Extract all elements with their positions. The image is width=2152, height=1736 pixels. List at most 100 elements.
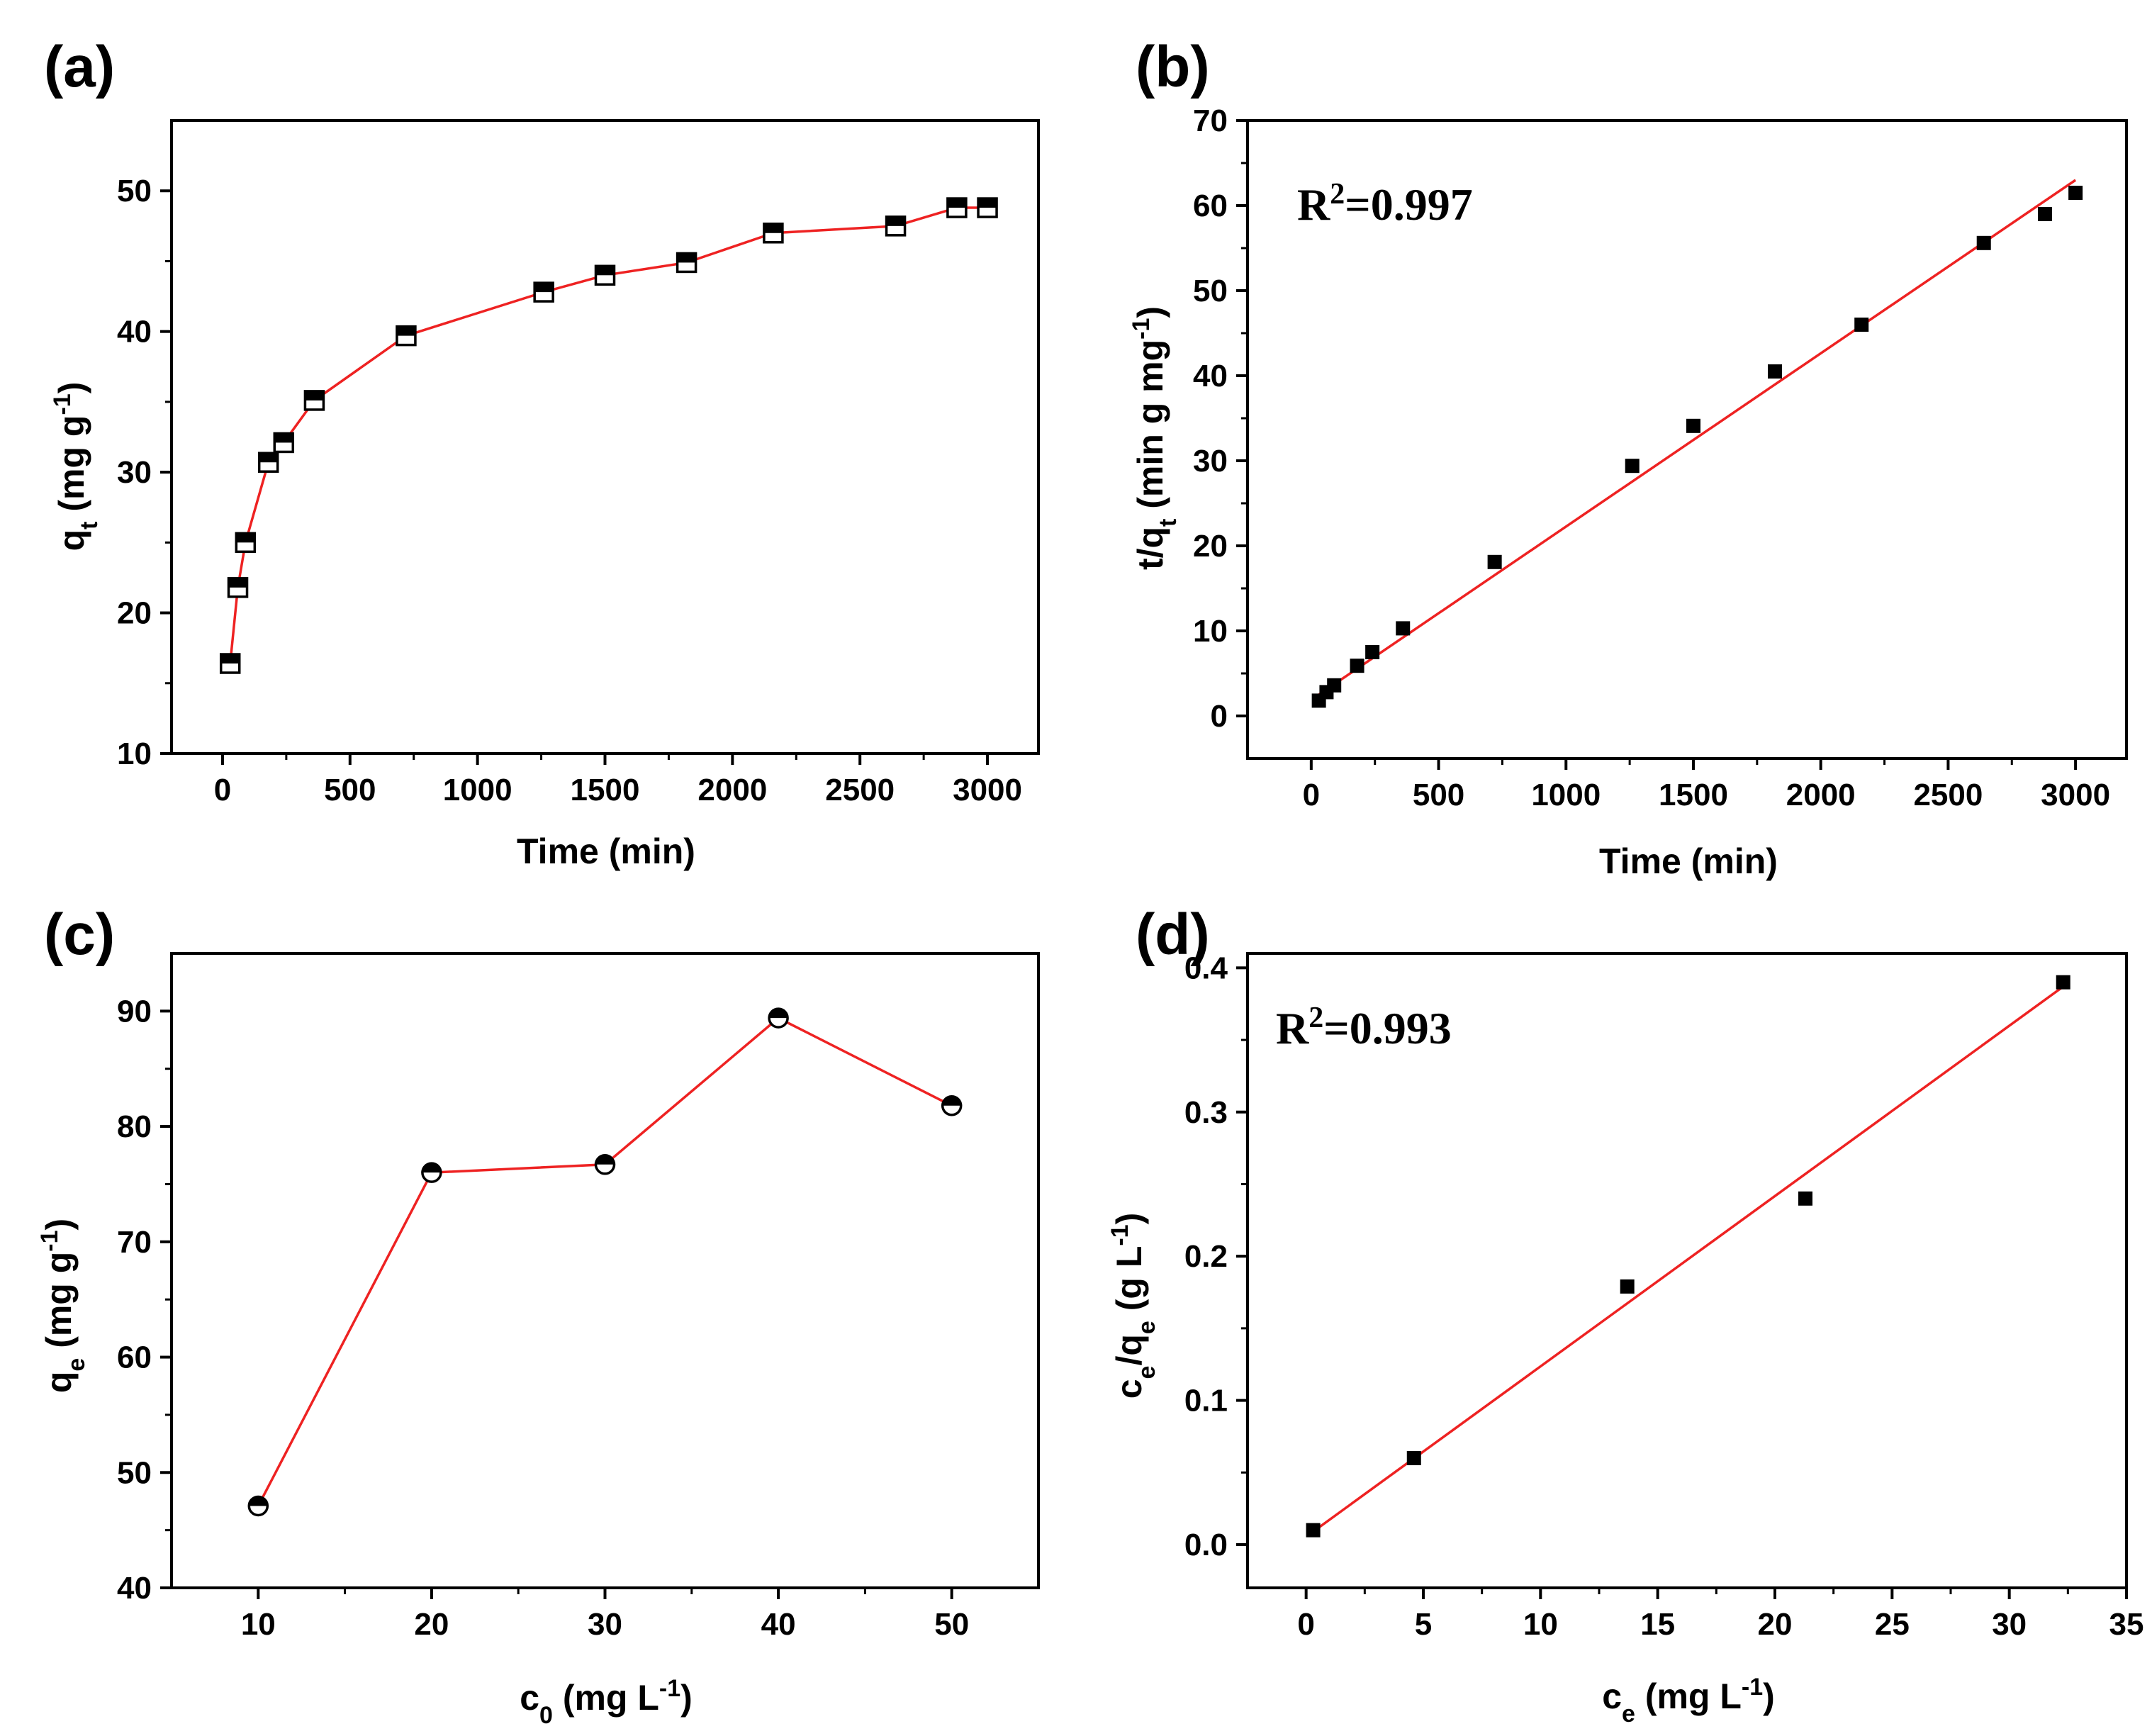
panel-d: (d) R2=0.993 ce (mg L-1) ce/qe (g L-1) 0…	[1106, 902, 2143, 1727]
data-point	[946, 197, 968, 218]
data-point	[594, 264, 616, 286]
y-tick-label: 40	[1193, 359, 1228, 393]
y-tick-label: 60	[117, 1340, 152, 1375]
data-point	[227, 577, 249, 598]
x-tick-label: 25	[1875, 1607, 1910, 1642]
data-point	[977, 197, 998, 218]
x-tick-label: 500	[324, 773, 376, 807]
data-point	[1625, 459, 1640, 474]
x-tick-label: 5	[1415, 1607, 1432, 1642]
y-tick-label: 40	[117, 315, 152, 349]
data-point	[768, 1007, 789, 1029]
panel-d-xlabel: ce (mg L-1)	[1602, 1674, 1775, 1727]
data-point-fill	[220, 654, 240, 663]
x-tick-label: 500	[1413, 778, 1464, 812]
y-tick-label: 70	[117, 1225, 152, 1260]
panel-b-ylabel: t/qt (min g mg-1)	[1128, 306, 1182, 570]
data-point	[1487, 554, 1502, 569]
x-tick-label: 15	[1640, 1607, 1675, 1642]
x-tick-label: 10	[1523, 1607, 1558, 1642]
series-line	[257, 1017, 953, 1507]
panel-a: (a) Time (min) qt (mg g-1) 0 500 1000 1500 2…	[44, 35, 1040, 871]
data-point	[1620, 1279, 1635, 1294]
panel-c-plot: 10 20 30 40 50 40 50 60 70 80 90	[117, 952, 1040, 1642]
x-tick-label: 10	[241, 1607, 276, 1642]
data-point	[1686, 418, 1700, 433]
data-point-fill	[422, 1163, 441, 1173]
data-point	[257, 452, 279, 473]
x-tick-label: 40	[761, 1607, 796, 1642]
panel-c-frame	[170, 952, 1040, 1589]
y-tick-label: 10	[117, 737, 152, 771]
x-tick-label: 0	[1297, 1607, 1314, 1642]
data-point-fill	[947, 198, 966, 208]
data-point	[421, 1162, 442, 1183]
x-tick-label: 2000	[1786, 778, 1856, 812]
panel-c-xlabel: c0 (mg L-1)	[520, 1675, 693, 1729]
data-point-fill	[236, 533, 255, 543]
x-tick-label: 30	[588, 1607, 622, 1642]
data-point	[219, 653, 241, 674]
panel-b-label: (b)	[1136, 35, 1210, 99]
panel-c: (c) c0 (mg L-1) qe (mg g-1) 10 20 30 40 50 40…	[36, 902, 1040, 1729]
data-point	[1768, 364, 1782, 379]
x-tick-label: 2500	[825, 773, 895, 807]
data-point	[1306, 1523, 1321, 1538]
panel-b-xlabel: Time (min)	[1599, 841, 1778, 881]
data-point	[396, 325, 417, 347]
y-tick-label: 0.4	[1184, 951, 1228, 985]
panel-b-r2: R2=0.997	[1297, 178, 1473, 230]
x-tick-label: 0	[214, 773, 231, 807]
x-tick-label: 2000	[697, 773, 767, 807]
y-tick-label: 0.1	[1184, 1384, 1228, 1418]
data-point	[235, 532, 257, 554]
y-tick-label: 70	[1193, 103, 1228, 138]
x-tick-label: 3000	[2041, 778, 2110, 812]
data-point-fill	[595, 266, 615, 276]
y-tick-label: 0.2	[1184, 1239, 1228, 1274]
panel-d-ylabel: ce/qe (g L-1)	[1106, 1213, 1160, 1399]
data-point	[533, 281, 554, 303]
x-tick-label: 30	[1992, 1607, 2027, 1642]
data-point-fill	[534, 283, 554, 293]
data-point	[1854, 318, 1869, 332]
y-tick-label: 20	[1193, 529, 1228, 564]
data-point	[273, 432, 295, 454]
y-tick-label: 90	[117, 994, 152, 1029]
y-tick-label: 0.0	[1184, 1528, 1228, 1562]
data-point-fill	[978, 198, 997, 208]
y-tick-label: 40	[117, 1571, 152, 1606]
x-tick-label: 1500	[571, 773, 640, 807]
x-tick-label: 1000	[1531, 778, 1601, 812]
panel-a-frame	[170, 119, 1040, 755]
panel-b-frame	[1246, 119, 2128, 760]
panel-d-plot: 0 5 10 15 20 25 30 35 0.0 0.1 0.2 0.3 0.4	[1184, 951, 2144, 1642]
data-point	[2068, 186, 2083, 200]
data-point-fill	[595, 1155, 615, 1165]
x-tick-label: 0	[1303, 778, 1320, 812]
series-line	[228, 206, 988, 664]
y-tick-label: 50	[117, 174, 152, 208]
panel-d-r2: R2=0.993	[1276, 1002, 1452, 1053]
data-point-fill	[677, 253, 696, 263]
data-point	[2037, 207, 2052, 221]
data-point-fill	[305, 391, 324, 401]
panel-b-plot: 0 500 1000 1500 2000 2500 3000 0 10 20 30 40 50 60 70	[1193, 103, 2128, 812]
panel-d-label: (d)	[1136, 902, 1210, 967]
data-point	[1406, 1450, 1421, 1465]
data-point	[1976, 235, 1991, 250]
panel-d-frame	[1246, 952, 2128, 1589]
data-point	[763, 223, 784, 244]
y-tick-label: 30	[117, 455, 152, 490]
x-tick-label: 3000	[953, 773, 1022, 807]
data-point	[885, 215, 907, 237]
x-tick-label: 1000	[443, 773, 512, 807]
data-point-fill	[763, 223, 783, 233]
data-point	[1396, 621, 1411, 636]
x-tick-label: 20	[1758, 1607, 1793, 1642]
y-tick-label: 80	[117, 1109, 152, 1144]
x-tick-label: 20	[414, 1607, 449, 1642]
y-tick-label: 30	[1193, 444, 1228, 478]
data-point-fill	[886, 216, 905, 226]
